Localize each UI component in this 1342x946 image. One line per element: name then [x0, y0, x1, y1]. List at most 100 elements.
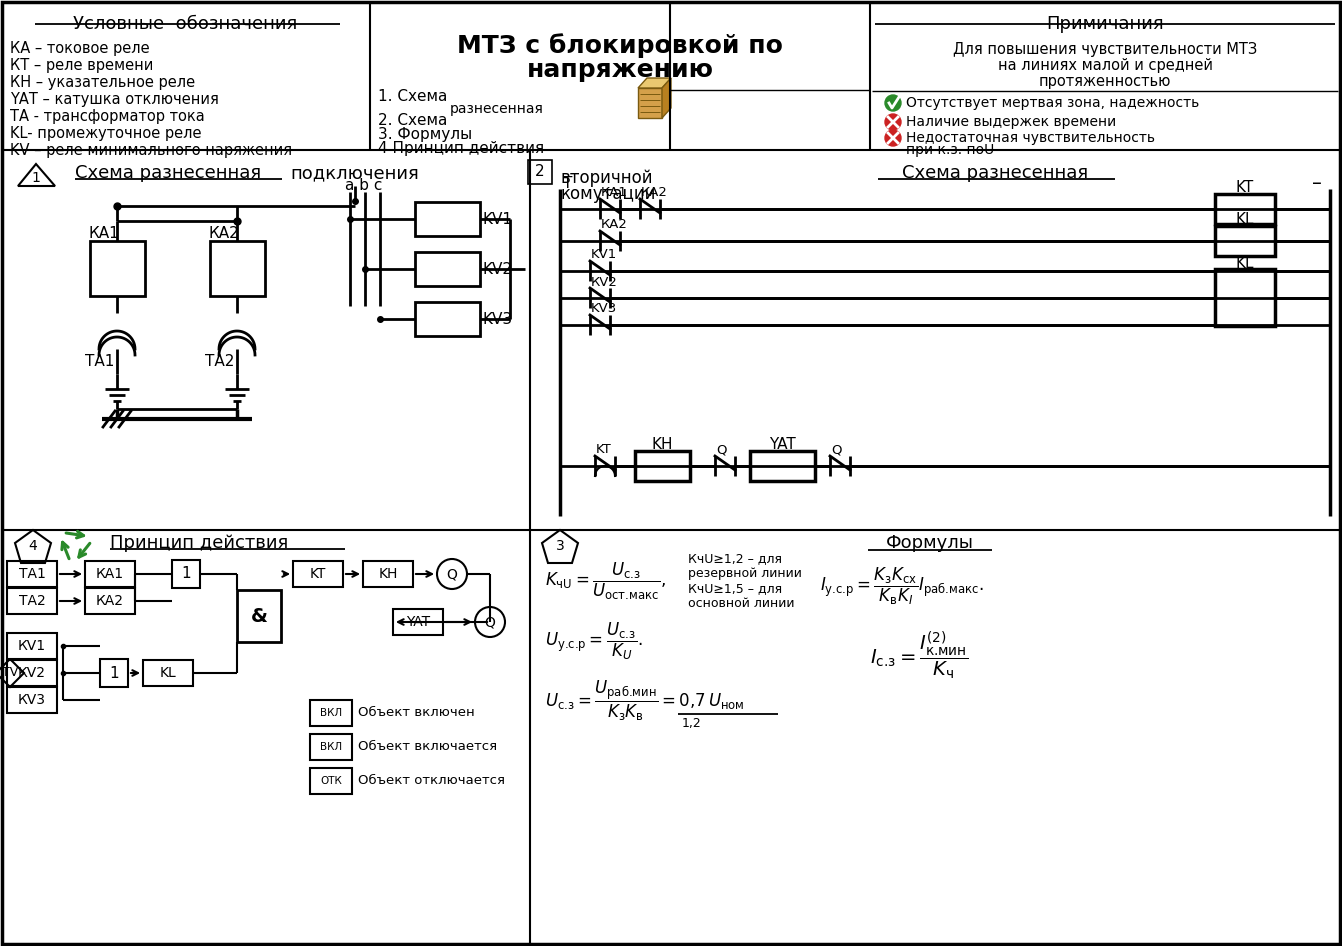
Text: 3: 3: [556, 539, 565, 553]
Text: Q: Q: [831, 444, 841, 457]
Bar: [7, 588, 56, 614]
Text: ВКЛ: ВКЛ: [319, 742, 342, 752]
Bar: [527, 160, 552, 184]
Text: ТА - трансформатор тока: ТА - трансформатор тока: [9, 110, 205, 125]
Bar: [7, 687, 56, 713]
Text: Условные  обозначения: Условные обозначения: [72, 15, 297, 33]
Text: KV1: KV1: [483, 212, 513, 226]
Text: КТ – реле времени: КТ – реле времени: [9, 59, 153, 74]
Text: Наличие выдержек времени: Наличие выдержек времени: [906, 115, 1117, 129]
Text: 4: 4: [28, 539, 38, 553]
Text: разнесенная: разнесенная: [450, 102, 544, 116]
Text: 2: 2: [535, 165, 545, 180]
Text: YAT: YAT: [405, 615, 429, 629]
Text: KH: KH: [651, 437, 672, 452]
Text: Объект включен: Объект включен: [358, 707, 475, 720]
Text: КА2: КА2: [601, 219, 628, 232]
Text: $I_{\text{у.с.р}} = \dfrac{K_{\text{з}} K_{\text{сх}}}{K_{\text{в}} K_I} I_{\tex: $I_{\text{у.с.р}} = \dfrac{K_{\text{з}} …: [820, 566, 984, 606]
Text: МТЗ с блокировкой по: МТЗ с блокировкой по: [458, 34, 782, 59]
Text: $U_{\text{с.з}} = \dfrac{U_{\text{раб.мин}}}{K_{\text{з}}K_{\text{в}}} = 0{,}7\,: $U_{\text{с.з}} = \dfrac{U_{\text{раб.ми…: [545, 679, 745, 723]
Text: KH: KH: [378, 567, 397, 581]
Text: при к.з. поU: при к.з. поU: [906, 143, 994, 157]
Polygon shape: [637, 88, 662, 118]
Text: $K_{\text{чU}} = \dfrac{U_{\text{с.з}}}{U_{\text{ост.макс}}},$: $K_{\text{чU}} = \dfrac{U_{\text{с.з}}}{…: [545, 560, 666, 602]
Text: Q: Q: [447, 567, 458, 581]
Bar: [238, 590, 280, 642]
Bar: [85, 561, 136, 587]
Text: Недостаточная чувствительность: Недостаточная чувствительность: [906, 131, 1155, 145]
Text: ТА1: ТА1: [19, 567, 46, 581]
Text: KV1: KV1: [590, 249, 617, 261]
Text: Схема разнесенная: Схема разнесенная: [75, 164, 262, 182]
Text: KL- промежуточное реле: KL- промежуточное реле: [9, 127, 201, 142]
Text: 1. Схема: 1. Схема: [378, 90, 447, 104]
Text: Отсутствует мертвая зона, надежность: Отсутствует мертвая зона, надежность: [906, 96, 1200, 110]
Text: ТА1: ТА1: [85, 354, 114, 369]
Bar: [310, 700, 352, 726]
Text: КА1: КА1: [601, 186, 628, 200]
Text: КА – токовое реле: КА – токовое реле: [9, 42, 149, 57]
Text: $I_{\text{с.з}} = \dfrac{I^{(2)}_{\text{к.мин}}}{K_{\text{ч}}}$: $I_{\text{с.з}} = \dfrac{I^{(2)}_{\text{…: [870, 630, 969, 682]
Bar: [393, 609, 443, 635]
Text: Принцип действия: Принцип действия: [110, 534, 289, 552]
Text: KT: KT: [310, 567, 326, 581]
Text: Примичания: Примичания: [1047, 15, 1164, 33]
Text: KV2: KV2: [483, 261, 513, 276]
Bar: [7, 660, 56, 686]
Bar: [293, 561, 344, 587]
Text: напряжению: напряжению: [526, 58, 714, 82]
Text: KT: KT: [1236, 181, 1255, 196]
Text: TV: TV: [1, 667, 19, 679]
Text: 1,2: 1,2: [682, 717, 702, 730]
Polygon shape: [662, 78, 671, 118]
Bar: [7, 633, 56, 659]
Text: &: &: [251, 606, 267, 625]
Text: КН – указательное реле: КН – указательное реле: [9, 76, 195, 91]
Text: $U_{\text{у.с.р}} = \dfrac{U_{\text{с.з}}}{K_U}.$: $U_{\text{у.с.р}} = \dfrac{U_{\text{с.з}…: [545, 621, 643, 661]
Text: КчU≥1,2 – для
резервной линии
КчU≥1,5 – для
основной линии: КчU≥1,2 – для резервной линии КчU≥1,5 – …: [688, 552, 803, 610]
Bar: [85, 588, 136, 614]
Text: Формулы: Формулы: [886, 534, 974, 552]
Text: на линиях малой и средней: на линиях малой и средней: [997, 59, 1213, 74]
Text: КV2: КV2: [17, 666, 46, 680]
Text: КА2: КА2: [641, 186, 668, 200]
Text: 1: 1: [181, 567, 191, 582]
Bar: [310, 734, 352, 760]
Bar: [415, 252, 480, 286]
Text: ТА2: ТА2: [19, 594, 46, 608]
Text: Схема разнесенная: Схема разнесенная: [902, 164, 1088, 182]
Bar: [750, 451, 815, 481]
Bar: [415, 302, 480, 336]
Text: KL: KL: [1236, 256, 1255, 272]
Bar: [1215, 194, 1275, 224]
Bar: [209, 241, 264, 296]
Text: T: T: [564, 177, 573, 191]
Text: КА1: КА1: [95, 567, 123, 581]
Text: КV3: КV3: [17, 693, 46, 707]
Text: Q: Q: [717, 444, 726, 457]
Text: YАТ – катушка отключения: YАТ – катушка отключения: [9, 93, 219, 108]
Bar: [1215, 226, 1275, 256]
Text: КА2: КА2: [208, 226, 239, 241]
Text: 4 Принцип действия: 4 Принцип действия: [378, 142, 544, 156]
Text: Q: Q: [484, 615, 495, 629]
Bar: [415, 202, 480, 236]
Text: КV2: КV2: [590, 275, 617, 289]
Text: 3. Формулы: 3. Формулы: [378, 128, 472, 143]
Bar: [101, 659, 127, 687]
Polygon shape: [637, 78, 671, 88]
Bar: [635, 451, 690, 481]
Circle shape: [884, 114, 900, 130]
Bar: [362, 561, 413, 587]
Text: KV3: KV3: [590, 303, 617, 316]
Text: протяженностью: протяженностью: [1039, 75, 1172, 90]
Text: KV – реле минимального наряжения: KV – реле минимального наряжения: [9, 144, 293, 159]
Bar: [172, 560, 200, 588]
Text: KV3: KV3: [483, 311, 513, 326]
Text: подключения: подключения: [290, 164, 419, 182]
Text: комутации: комутации: [560, 185, 655, 203]
Circle shape: [884, 95, 900, 111]
Text: КА1: КА1: [89, 226, 118, 241]
Text: КV1: КV1: [17, 639, 46, 653]
Text: –: –: [1312, 174, 1322, 194]
